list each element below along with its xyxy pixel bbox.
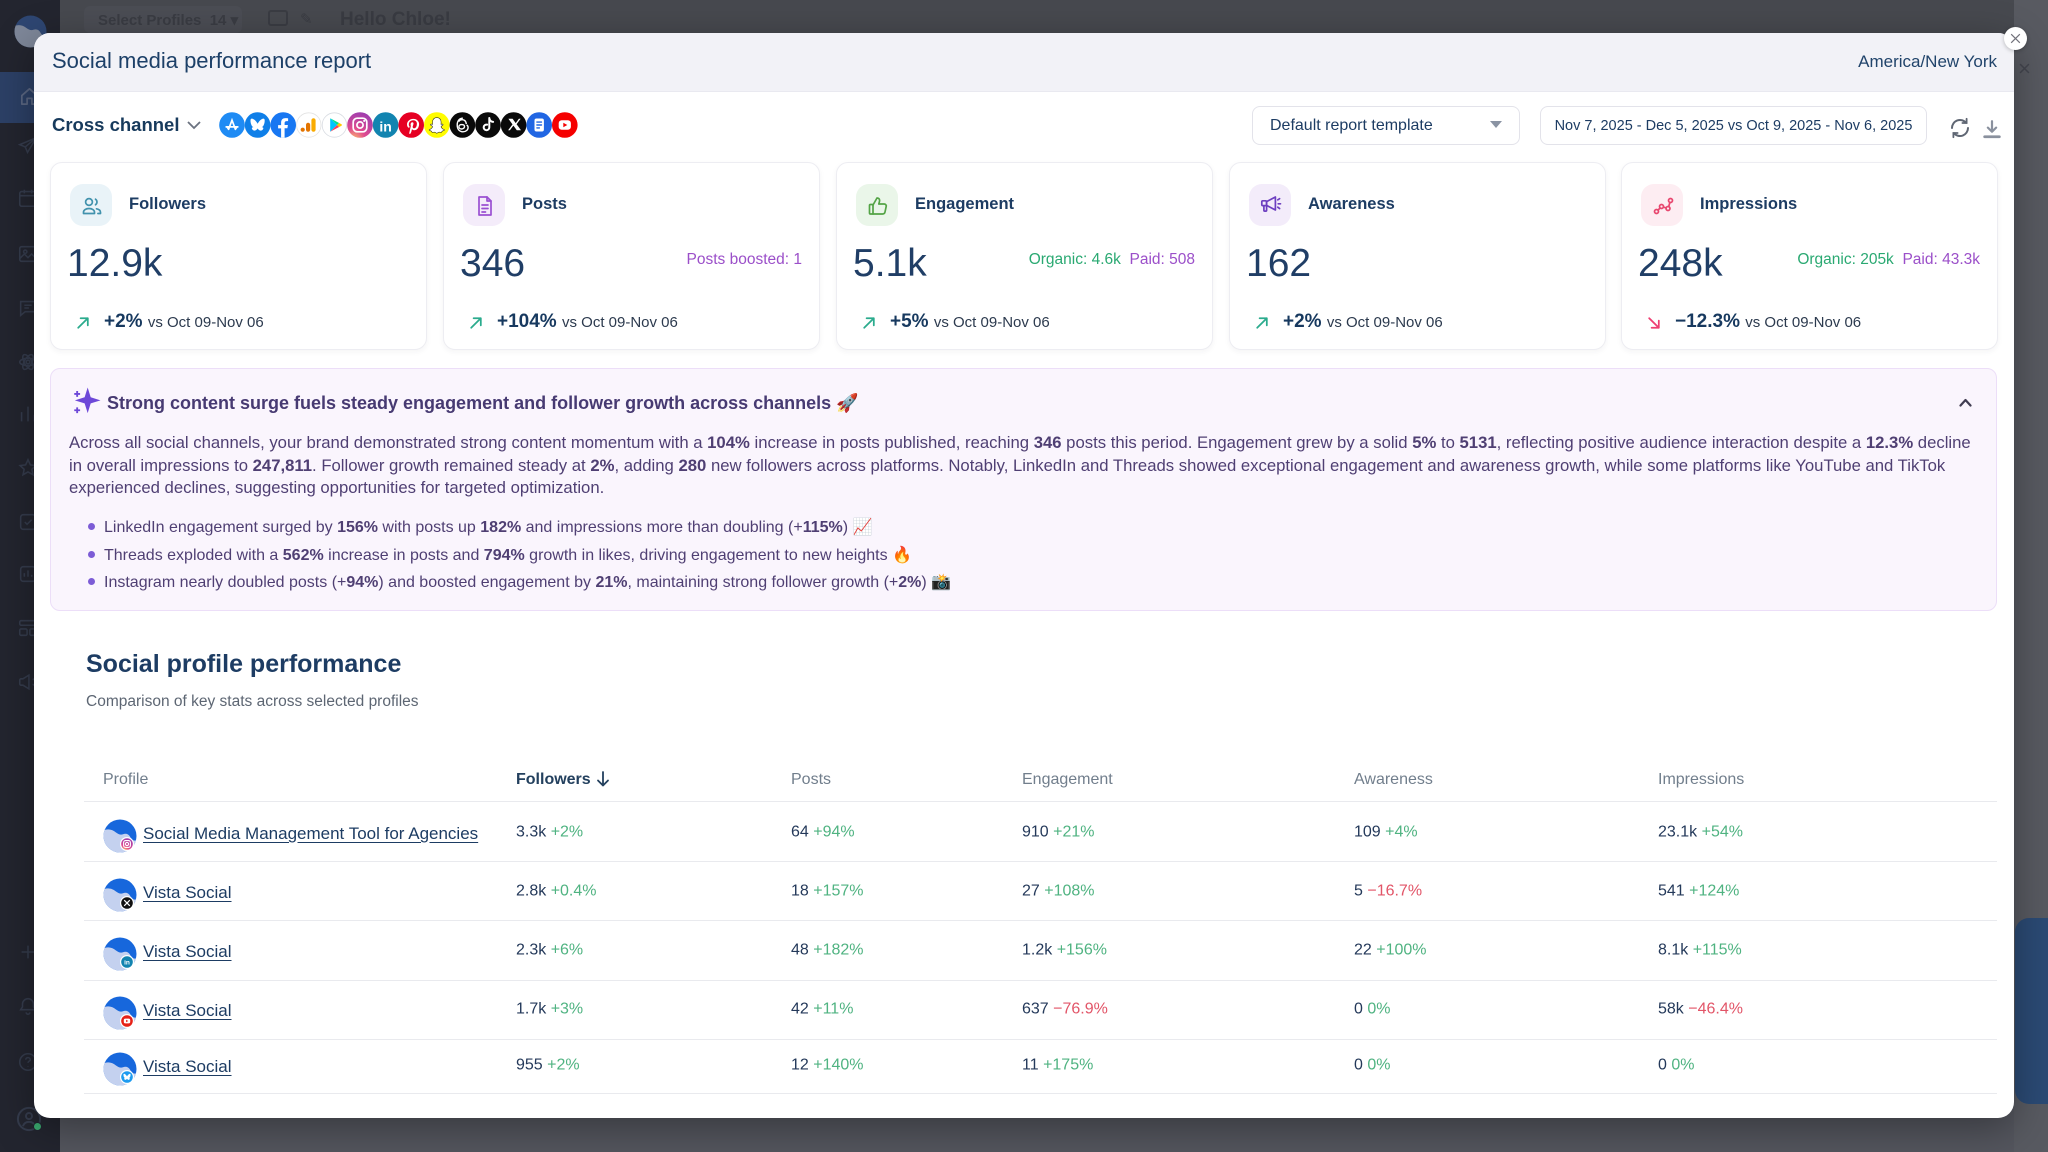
svg-text:in: in: [124, 960, 130, 967]
svg-text:in: in: [379, 118, 391, 134]
